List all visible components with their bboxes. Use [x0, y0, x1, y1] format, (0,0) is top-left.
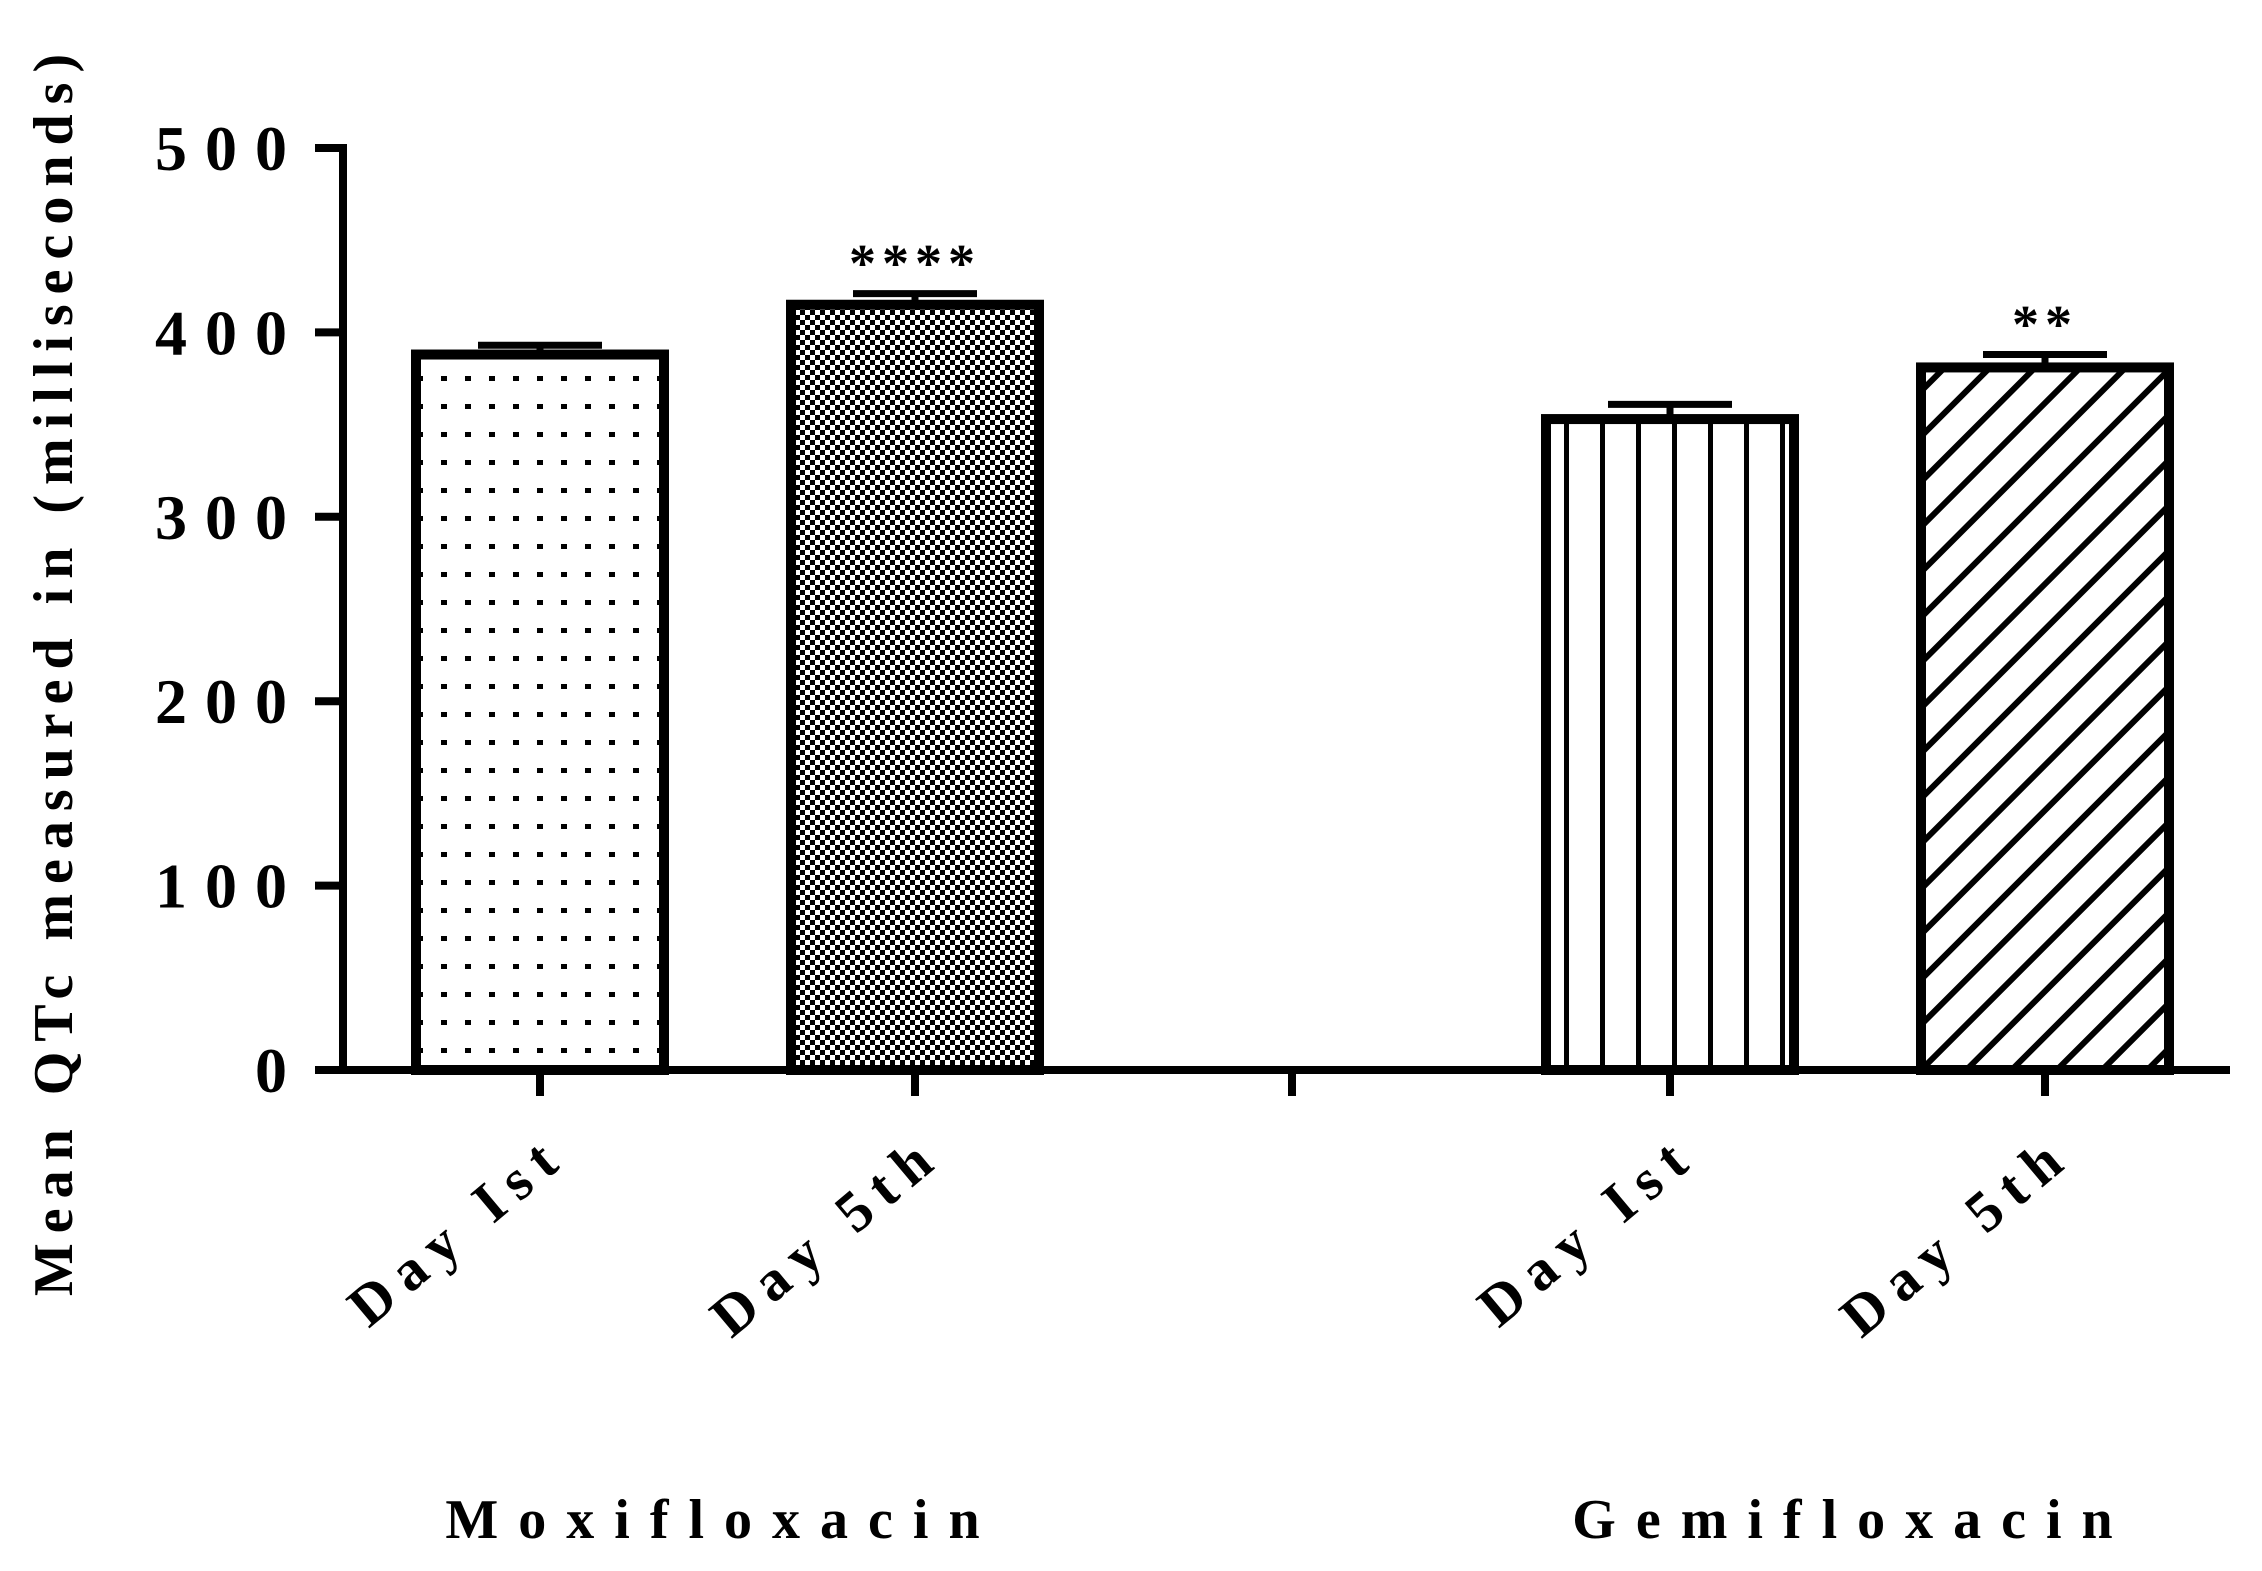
bar [786, 299, 1044, 1075]
group-label: Moxifloxacin [445, 1489, 999, 1551]
group-label: Gemifloxacin [1572, 1489, 2132, 1551]
x-tick-label: Day 5th [1828, 1120, 2083, 1349]
x-tick-label: Day Ist [335, 1120, 578, 1339]
y-tick-label: 100 [155, 851, 305, 922]
y-axis-label: Mean QTc measured in (milliseconds) [23, 44, 85, 1296]
x-tick-label: Day 5th [698, 1120, 953, 1349]
bar [1541, 414, 1799, 1075]
y-tick-label: 0 [255, 1035, 305, 1106]
y-tick-label: 300 [155, 482, 305, 553]
bars [411, 290, 2174, 1076]
y-tick-label: 500 [155, 113, 305, 184]
x-tick-label: Day Ist [1465, 1120, 1708, 1339]
y-tick-label: 400 [155, 297, 305, 368]
bar [1916, 362, 2174, 1076]
significance-label: ** [2012, 295, 2078, 355]
bar [411, 349, 669, 1075]
significance-label: **** [849, 234, 981, 294]
y-tick-label: 200 [155, 666, 305, 737]
y-axis: 0 100 200 300 400 500 [155, 113, 347, 1106]
